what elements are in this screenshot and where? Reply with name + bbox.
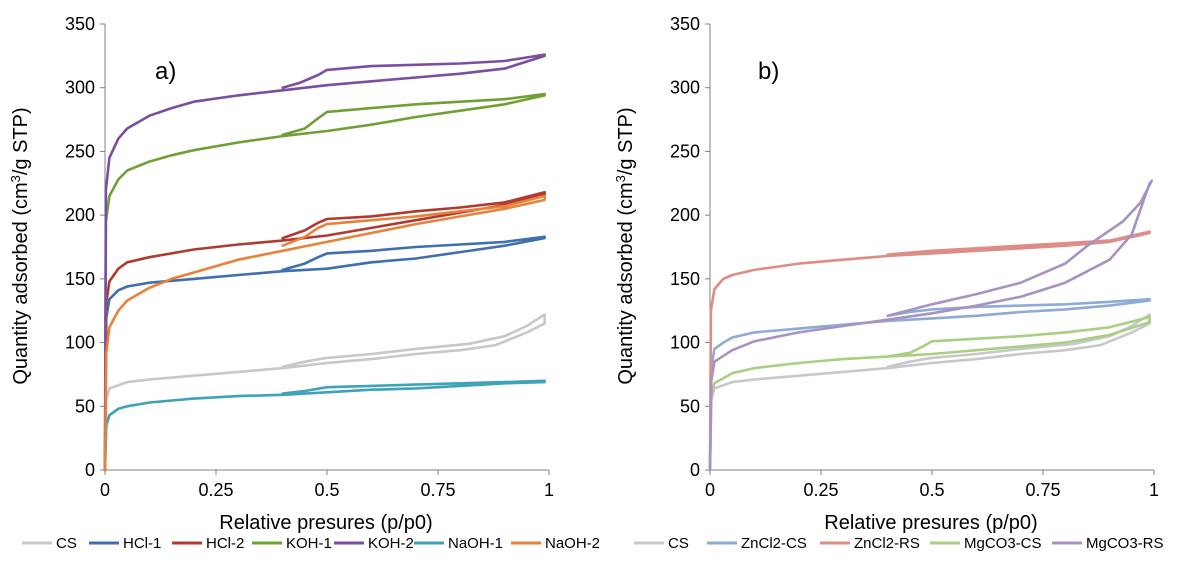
legend-label: KOH-1 xyxy=(286,535,332,552)
series-line-zncl2-cs xyxy=(708,297,1151,472)
y-axis-label-b-pre: Quantity adsorbed (cm xyxy=(615,182,637,384)
y-axis-label-a-sup: 3 xyxy=(8,175,23,182)
chart-panel-a: 0 50 100 150 200 250 300 350 0 0.25 0.5 0.75 1 a) Re… xyxy=(8,14,555,534)
legend-label: ZnCl2-CS xyxy=(741,535,807,552)
legend-label: NaOH-1 xyxy=(448,535,503,552)
legend-label: HCl-2 xyxy=(206,535,244,552)
y-tick-label: 200 xyxy=(670,205,700,225)
series-line-hcl-2 xyxy=(103,190,546,472)
y-tick-label: 50 xyxy=(680,396,700,416)
x-tick-label: 0.75 xyxy=(1025,480,1060,500)
y-tick-label: 200 xyxy=(65,205,95,225)
x-tick-label: 0.5 xyxy=(314,480,339,500)
series-line-cs xyxy=(708,313,1151,472)
y-axis-label-a: Quantity adsorbed (cm3/g STP) xyxy=(8,107,33,384)
series-group-a xyxy=(103,53,546,472)
series-line-cs xyxy=(103,313,546,472)
x-tick-label: 0.75 xyxy=(420,480,455,500)
y-tick-label: 300 xyxy=(670,78,700,98)
legend-label: NaOH-2 xyxy=(545,535,600,552)
x-tick-label: 0.25 xyxy=(803,480,838,500)
series-line-zncl2-rs xyxy=(708,230,1151,472)
panel-label-a: a) xyxy=(155,58,176,85)
legend-label: CS xyxy=(668,535,689,552)
y-axis-label-b-sup: 3 xyxy=(613,175,628,182)
y-tick-label: 250 xyxy=(670,141,700,161)
x-axis-label-b: Relative presures (p/p0) xyxy=(824,512,1037,534)
series-line-koh-1 xyxy=(103,92,546,472)
series-line-koh-2 xyxy=(103,53,546,472)
axes-a: 0 50 100 150 200 250 300 350 0 0.25 0.5 0.75 1 xyxy=(65,14,554,500)
x-tick-label: 0 xyxy=(705,480,715,500)
legend-label: HCl-1 xyxy=(123,535,161,552)
y-tick-label: 150 xyxy=(65,269,95,289)
y-tick-label: 50 xyxy=(75,396,95,416)
y-tick-label: 250 xyxy=(65,141,95,161)
y-tick-label: 0 xyxy=(85,460,95,480)
legend-label: MgCO3-CS xyxy=(964,535,1042,552)
panel-label-b: b) xyxy=(758,58,779,85)
y-tick-label: 0 xyxy=(690,460,700,480)
series-line-naoh-2 xyxy=(103,194,546,472)
x-tick-label: 0.5 xyxy=(919,480,944,500)
y-axis-label-a-post: /g STP) xyxy=(10,107,32,175)
y-tick-label: 100 xyxy=(670,333,700,353)
y-tick-label: 350 xyxy=(670,14,700,34)
series-line-hcl-1 xyxy=(103,235,546,472)
x-tick-label: 0.25 xyxy=(198,480,233,500)
x-tick-label: 1 xyxy=(1149,480,1159,500)
legend-b: CS ZnCl2-CS ZnCl2-RS MgCO3-CS MgCO3-RS xyxy=(634,535,1164,552)
y-tick-label: 350 xyxy=(65,14,95,34)
y-axis-label-b: Quantity adsorbed (cm3/g STP) xyxy=(613,107,638,384)
chart-panel-b: 0 50 100 150 200 250 300 350 0 0.25 0.5 0.75 1 b) Re… xyxy=(613,14,1160,534)
legend-a: CS HCl-1 HCl-2 KOH-1 KOH-2 NaOH-1 NaOH-2 xyxy=(22,535,600,552)
y-tick-label: 150 xyxy=(670,269,700,289)
y-tick-label: 300 xyxy=(65,78,95,98)
series-line-mgco3-cs xyxy=(708,315,1151,472)
legend-label: MgCO3-RS xyxy=(1086,535,1164,552)
x-axis-label-a: Relative presures (p/p0) xyxy=(219,512,432,534)
x-tick-label: 0 xyxy=(100,480,110,500)
x-tick-label: 1 xyxy=(544,480,554,500)
y-axis-label-b-post: /g STP) xyxy=(615,107,637,175)
series-line-naoh-1 xyxy=(103,379,546,472)
series-group-b xyxy=(708,179,1154,472)
legend-label: CS xyxy=(56,535,77,552)
axes-b: 0 50 100 150 200 250 300 350 0 0.25 0.5 0.75 1 xyxy=(670,14,1159,500)
y-tick-label: 100 xyxy=(65,333,95,353)
legend-label: ZnCl2-RS xyxy=(854,535,920,552)
y-axis-label-a-pre: Quantity adsorbed (cm xyxy=(10,182,32,384)
legend-label: KOH-2 xyxy=(368,535,414,552)
series-line-mgco3-rs xyxy=(708,179,1154,472)
